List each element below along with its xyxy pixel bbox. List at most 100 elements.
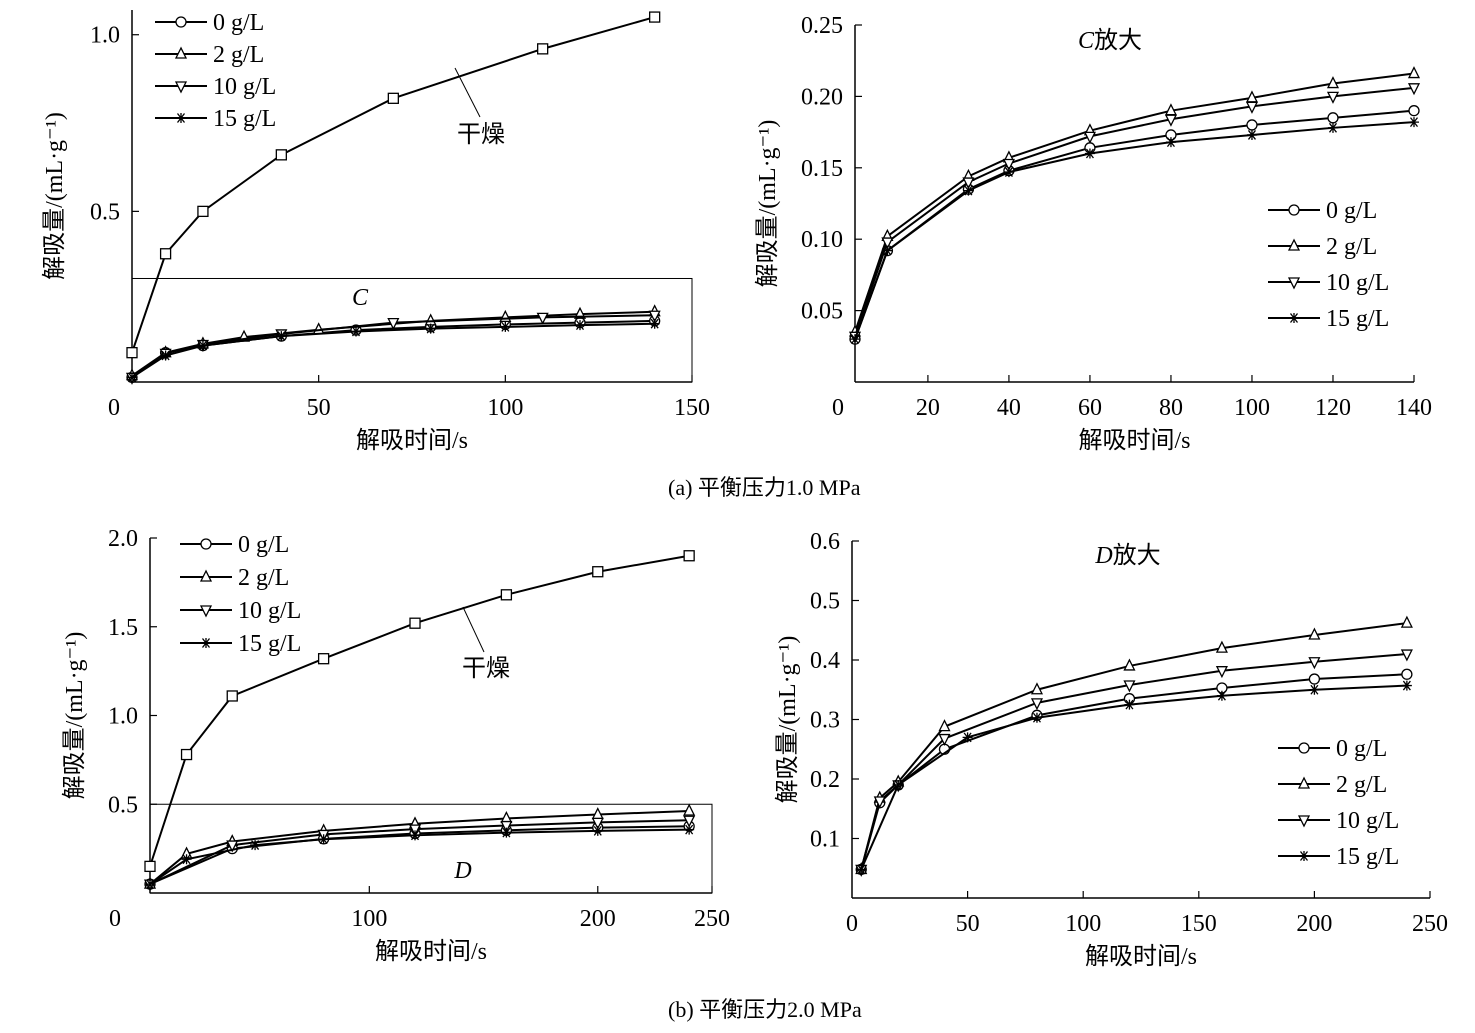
data-point-star <box>276 331 287 342</box>
y-tick-label: 0.05 <box>801 299 843 325</box>
data-point-triangle-down <box>881 237 894 250</box>
data-point-circle <box>1327 112 1339 124</box>
legend-item: 15 g/L <box>180 631 301 657</box>
legend-marker-triangle-down <box>199 605 213 618</box>
legend-item: 10 g/L <box>1268 270 1389 296</box>
data-point-star <box>1409 117 1419 128</box>
series-15-g-L <box>145 824 695 890</box>
series-15-g-L <box>127 318 660 383</box>
data-point-star <box>1003 167 1014 178</box>
data-point-triangle-down <box>1164 114 1178 127</box>
data-point-star <box>1124 699 1135 710</box>
legend: 0 g/L 2 g/L 10 g/L 15 g/L <box>1268 198 1389 332</box>
data-point-star <box>575 320 585 331</box>
data-point-square <box>683 550 695 562</box>
y-tick-label: 0.25 <box>801 13 843 39</box>
legend-label: 2 g/L <box>1336 772 1387 798</box>
x-tick-label: 150 <box>1181 911 1217 937</box>
zoom-box-label: C <box>352 285 369 311</box>
series-干燥 <box>144 550 695 873</box>
legend-item: 0 g/L <box>180 532 289 558</box>
data-point-star <box>501 827 512 838</box>
data-point-star <box>1165 137 1176 148</box>
series-15-g-L <box>856 680 1412 875</box>
legend-label: 2 g/L <box>213 42 264 68</box>
data-point-star <box>318 834 329 845</box>
x-tick-label: 250 <box>1412 911 1448 937</box>
legend-marker-star <box>1289 313 1299 323</box>
title-letter: C <box>1078 28 1095 54</box>
data-point-star <box>145 879 155 890</box>
data-point-circle <box>1246 119 1258 131</box>
title-rest: 放大 <box>1113 542 1161 569</box>
data-point-star <box>500 321 511 332</box>
chart-title: C放大 <box>1078 27 1142 54</box>
x-tick-label: 250 <box>694 906 730 932</box>
y-tick-label: 0.2 <box>810 767 840 793</box>
legend-marker-star <box>1299 851 1309 861</box>
x-tick-label: 0 <box>846 911 858 937</box>
data-point-square <box>649 11 661 23</box>
data-point-square <box>387 92 399 104</box>
legend-marker-triangle-up <box>174 46 188 59</box>
x-tick-label: 150 <box>674 395 710 421</box>
data-point-star <box>684 824 695 835</box>
series-line <box>131 16 655 353</box>
y-tick-label: 0.5 <box>108 792 138 818</box>
data-point-triangle-down <box>962 177 975 190</box>
data-point-triangle-down <box>1407 83 1421 96</box>
data-point-star <box>856 864 867 875</box>
data-point-square <box>409 617 421 629</box>
series-15-g-L <box>850 117 1419 345</box>
legend-label: 10 g/L <box>213 74 276 100</box>
x-tick-label: 200 <box>580 906 616 932</box>
data-point-square <box>275 149 287 161</box>
data-point-square <box>226 690 238 702</box>
legend-marker-triangle-up <box>1287 238 1301 251</box>
series-line <box>131 322 655 379</box>
data-point-star <box>1216 690 1227 701</box>
legend-label: 10 g/L <box>1326 270 1389 296</box>
title-letter: D <box>1094 543 1112 569</box>
legend-label: 0 g/L <box>1326 198 1377 224</box>
legend-label: 15 g/L <box>213 106 276 132</box>
annotation-leader <box>462 606 485 653</box>
x-tick-label: 80 <box>1159 395 1183 421</box>
y-axis-label: 解吸量/(mL·g⁻¹) <box>774 636 801 804</box>
y-axis-label: 解吸量/(mL·g⁻¹) <box>41 112 68 280</box>
x-tick-label: 100 <box>351 906 387 932</box>
x-axis-label: 解吸时间/s <box>356 427 468 454</box>
data-point-star <box>850 334 860 345</box>
legend-item: 10 g/L <box>1278 808 1399 834</box>
series-0-g-L <box>855 668 1413 876</box>
x-tick-label: 60 <box>1078 395 1102 421</box>
data-point-square <box>197 205 209 218</box>
annotation-leader <box>454 67 481 118</box>
data-point-triangle-up <box>938 719 951 732</box>
data-point-star <box>592 825 603 836</box>
legend: 0 g/L 2 g/L 10 g/L 15 g/L <box>1278 736 1399 870</box>
legend-label: 2 g/L <box>238 565 289 591</box>
y-tick-label: 0.5 <box>90 199 120 225</box>
data-point-square <box>144 860 156 873</box>
legend-item: 0 g/L <box>1278 736 1387 762</box>
chart-a-zoom: 0 20 40 60 80 100 120 140 0.05 0.10 0.15 0.20 0.25 解吸… <box>754 13 1432 454</box>
series-line <box>149 554 690 867</box>
series-line <box>854 109 1415 340</box>
chart-a-main: 0 50 100 150 0.5 1.0 解吸时间/s 解吸量/(mL·g⁻¹) C 干燥 0 g/… <box>41 10 710 454</box>
data-point-star <box>893 779 904 790</box>
data-point-triangle-down <box>648 310 661 323</box>
y-tick-label: 0.10 <box>801 227 843 253</box>
series-line <box>860 653 1407 870</box>
series-10-g-L <box>848 83 1421 344</box>
data-point-star <box>160 350 171 361</box>
x-tick-label: 200 <box>1296 911 1332 937</box>
data-point-triangle-up <box>1407 66 1421 79</box>
series-line <box>860 684 1407 870</box>
data-point-triangle-down <box>1245 101 1259 114</box>
legend-label: 15 g/L <box>238 631 301 657</box>
zoom-box <box>131 277 693 383</box>
x-axis-label: 解吸时间/s <box>1078 427 1190 454</box>
legend-item: 15 g/L <box>155 106 276 132</box>
legend-marker-triangle-down <box>1297 815 1311 828</box>
